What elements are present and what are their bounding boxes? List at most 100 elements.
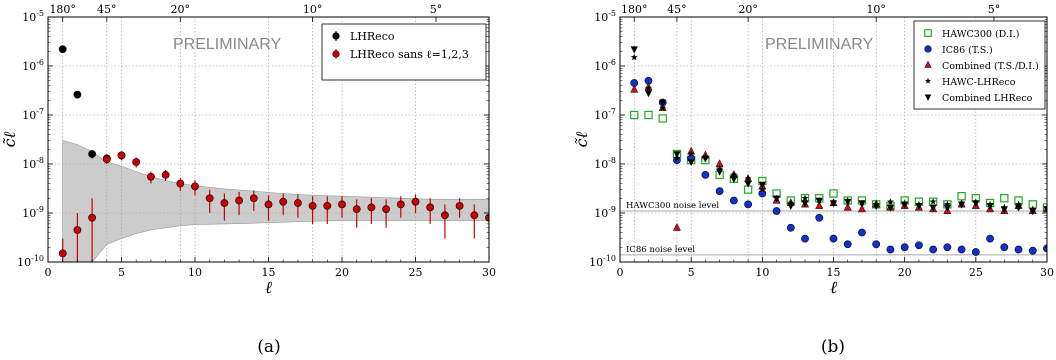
y-tick-label: 10-5 <box>594 9 616 24</box>
data-point <box>88 213 96 222</box>
legend-marker <box>924 60 932 68</box>
legend-label: Combined LHReco <box>942 93 1033 104</box>
data-point <box>687 150 695 157</box>
data-point <box>1014 245 1023 254</box>
legend-item: Combined LHReco <box>924 93 1033 104</box>
legend-marker <box>332 50 340 58</box>
data-point <box>986 234 994 243</box>
data-point <box>900 243 909 252</box>
data-point <box>730 171 738 178</box>
data-point <box>673 151 681 159</box>
data-point <box>161 170 170 179</box>
x-axis-label: ℓ <box>830 278 837 298</box>
data-point <box>338 200 346 209</box>
legend-item: LHReco sans ℓ=1,2,3 <box>332 48 469 61</box>
legend-label: LHReco <box>350 30 395 43</box>
legend: HAWC300 (D.I.) IC86 (T.S.) Combined (T.S./… <box>913 20 1046 110</box>
legend-item: IC86 (T.S.) <box>924 45 993 56</box>
data-point <box>716 165 724 172</box>
data-point <box>279 197 288 206</box>
legend-marker <box>924 77 932 84</box>
data-point <box>411 197 420 206</box>
noise-level-label: IC86 noise level <box>626 245 695 255</box>
top-axis-label: 5° <box>988 3 1001 16</box>
data-point <box>887 198 894 205</box>
y-tick-label: 10-7 <box>22 107 44 122</box>
data-point <box>102 155 111 164</box>
data-point <box>1042 203 1047 212</box>
data-point <box>958 201 966 209</box>
data-point <box>915 241 923 250</box>
data-point <box>630 84 639 93</box>
data-point <box>872 203 880 211</box>
top-axis-label: 180° <box>621 3 648 16</box>
top-axis-label: 10° <box>866 3 886 16</box>
legend-item: Combined (T.S./D.I.) <box>924 60 1039 72</box>
legend-label: HAWC-LHReco <box>942 77 1016 88</box>
data-point <box>470 211 479 220</box>
legend-item: HAWC300 (D.I.) <box>924 29 1019 40</box>
data-point <box>176 179 185 188</box>
data-point <box>772 207 781 215</box>
data-point <box>971 248 980 256</box>
data-point <box>858 200 866 208</box>
legend: LHReco LHReco sans ℓ=1,2,3 <box>321 23 487 81</box>
data-point <box>293 199 302 207</box>
top-axis-label: 20° <box>738 3 758 16</box>
data-point <box>872 240 881 249</box>
x-tick-label: 0 <box>45 266 52 279</box>
noise-level-label: HAWC300 noise level <box>626 201 719 211</box>
plot-area <box>620 17 1047 262</box>
data-point <box>943 243 952 252</box>
y-tick-label: 10-7 <box>594 107 616 122</box>
data-point <box>844 198 852 206</box>
data-point <box>829 189 838 198</box>
data-point <box>986 203 994 211</box>
x-tick-label: 25 <box>409 266 423 279</box>
y-tick-label: 10-5 <box>22 9 44 24</box>
data-point <box>787 203 795 211</box>
data-point <box>829 234 838 243</box>
y-tick-label: 10-9 <box>22 205 44 220</box>
x-tick-label: 25 <box>969 266 983 279</box>
legend-label: IC86 (T.S.) <box>942 45 993 56</box>
data-point <box>352 205 361 214</box>
data-point <box>88 150 96 158</box>
y-tick-label: 10-6 <box>594 58 616 73</box>
x-tick-label: 15 <box>262 266 276 279</box>
data-point <box>943 204 951 212</box>
data-point <box>843 202 852 211</box>
data-point <box>787 199 795 206</box>
data-point <box>235 196 243 205</box>
x-tick-label: 10 <box>188 266 202 279</box>
data-point <box>929 245 938 254</box>
x-axis-label: ℓ <box>265 278 272 298</box>
y-tick-label: 10-6 <box>22 58 44 73</box>
data-point <box>659 104 667 111</box>
preliminary-watermark: PRELIMINARY <box>765 36 874 53</box>
y-axis-label: c̃ℓ <box>572 131 591 147</box>
data-point <box>929 198 937 205</box>
data-point <box>943 200 951 208</box>
data-point <box>1014 204 1023 212</box>
data-point <box>716 168 724 176</box>
legend-label: LHReco sans ℓ=1,2,3 <box>350 48 469 61</box>
data-point <box>730 175 738 183</box>
data-point <box>843 240 852 249</box>
panel-caption: (b) <box>821 337 845 357</box>
top-axis-label: 5° <box>430 3 443 16</box>
x-tick-label: 0 <box>617 266 624 279</box>
data-point <box>644 90 653 98</box>
data-point <box>801 200 809 208</box>
data-point <box>367 203 376 212</box>
x-tick-label: 5 <box>118 266 125 279</box>
data-point <box>455 201 464 210</box>
data-point <box>858 228 866 237</box>
y-tick-label: 10-10 <box>589 254 616 269</box>
data-point <box>644 110 653 120</box>
top-axis-label: 10° <box>303 3 323 16</box>
data-point <box>729 196 738 205</box>
data-point <box>1000 194 1009 203</box>
data-point <box>132 158 141 166</box>
